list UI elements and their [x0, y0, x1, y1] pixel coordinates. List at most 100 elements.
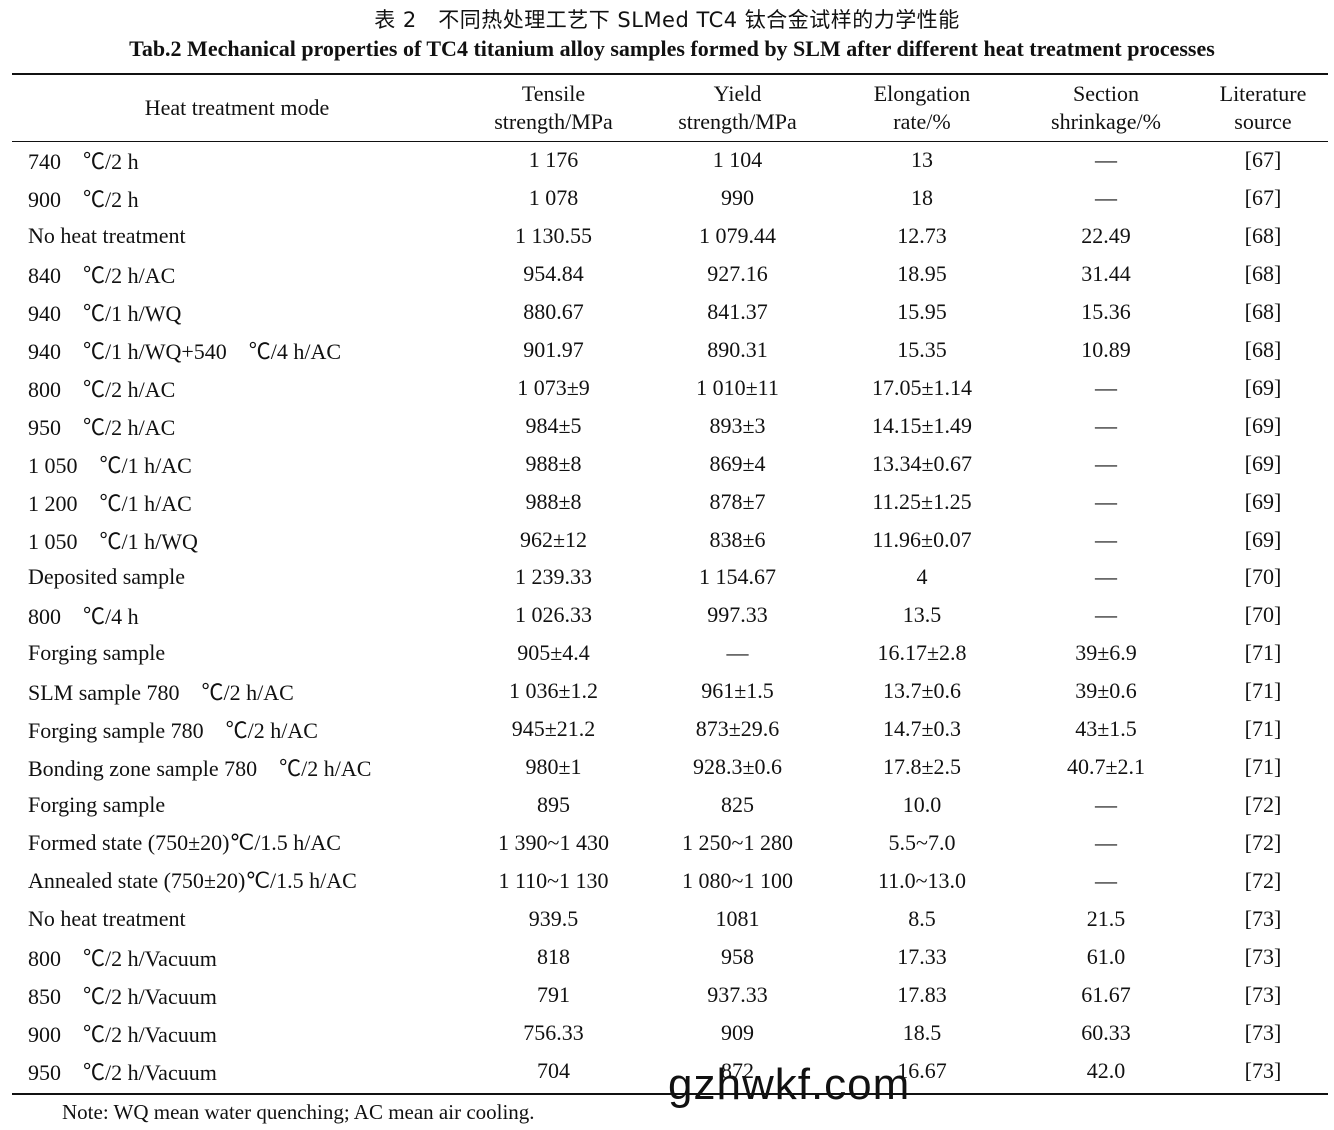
- cell-heat-treatment-mode: 840 ℃/2 h/AC: [28, 262, 176, 288]
- cell-yield-strength: 1 154.67: [699, 564, 776, 590]
- cell-tensile-strength: 880.67: [523, 298, 584, 324]
- cell-yield-strength: —: [726, 640, 749, 666]
- cell-elongation-rate: 10.0: [902, 792, 942, 818]
- cell-yield-strength: 873±29.6: [695, 716, 780, 742]
- cell-elongation-rate: 17.33: [897, 943, 947, 969]
- table-row: 940 ℃/1 h/WQ+540 ℃/4 h/AC 901.97 890.31 15.…: [12, 331, 1328, 369]
- cell-heat-treatment-mode: Forging sample: [28, 792, 166, 818]
- cell-literature-source: [69]: [1244, 374, 1282, 400]
- table-row: No heat treatment 1 130.55 1 079.44 12.73 22…: [12, 217, 1328, 255]
- table-row: 940 ℃/1 h/WQ 880.67 841.37 15.95 15.36 [68]: [12, 293, 1328, 331]
- cell-elongation-rate: 11.25±1.25: [872, 488, 972, 514]
- cell-heat-treatment-mode: Deposited sample: [28, 564, 186, 590]
- header-rule: [12, 141, 1328, 142]
- cell-section-shrinkage: 39±0.6: [1075, 678, 1137, 704]
- cell-tensile-strength: 939.5: [528, 906, 579, 932]
- cell-yield-strength: 872: [721, 1057, 754, 1083]
- cell-section-shrinkage: —: [1095, 412, 1117, 438]
- cell-literature-source: [72]: [1244, 868, 1282, 894]
- cell-yield-strength: 841.37: [707, 298, 768, 324]
- cell-literature-source: [72]: [1244, 830, 1282, 856]
- cell-section-shrinkage: 60.33: [1081, 1019, 1131, 1045]
- header-heat-treatment-mode: Heat treatment mode: [144, 95, 330, 120]
- cell-yield-strength: 1 080~1 100: [682, 868, 793, 894]
- cell-tensile-strength: 791: [537, 981, 570, 1007]
- table-row: 800 ℃/2 h/AC 1 073±9 1 010±11 17.05±1.14 — [6…: [12, 369, 1328, 407]
- cell-tensile-strength: 984±5: [525, 412, 582, 438]
- cell-heat-treatment-mode: 950 ℃/2 h/Vacuum: [28, 1059, 217, 1085]
- cell-yield-strength: 1 250~1 280: [682, 830, 793, 856]
- cell-elongation-rate: 18: [911, 184, 933, 210]
- cell-yield-strength: 890.31: [707, 336, 768, 362]
- cell-yield-strength: 909: [721, 1019, 754, 1045]
- cell-yield-strength: 990: [721, 184, 754, 210]
- cell-literature-source: [70]: [1244, 564, 1282, 590]
- cell-heat-treatment-mode: 1 200 ℃/1 h/AC: [28, 490, 192, 516]
- cell-section-shrinkage: —: [1095, 184, 1117, 210]
- cell-yield-strength: 893±3: [709, 412, 766, 438]
- cell-heat-treatment-mode: 950 ℃/2 h/AC: [28, 414, 176, 440]
- table-row: 900 ℃/2 h/Vacuum 756.33 909 18.5 60.33 [73]: [12, 1014, 1328, 1052]
- cell-tensile-strength: 1 073±9: [517, 374, 590, 400]
- cell-literature-source: [69]: [1244, 412, 1282, 438]
- table-note: Note: WQ mean water quenching; AC mean a…: [62, 1100, 535, 1124]
- cell-literature-source: [68]: [1244, 222, 1282, 248]
- cell-elongation-rate: 8.5: [908, 906, 936, 932]
- cell-heat-treatment-mode: 850 ℃/2 h/Vacuum: [28, 983, 217, 1009]
- cell-section-shrinkage: —: [1095, 792, 1117, 818]
- table-row: 950 ℃/2 h/Vacuum 704 872 16.67 42.0 [73]: [12, 1052, 1328, 1090]
- mechanical-properties-table: Heat treatment mode Tensile strength/MPa …: [12, 75, 1328, 1090]
- cell-tensile-strength: 901.97: [523, 336, 584, 362]
- table-row: 950 ℃/2 h/AC 984±5 893±3 14.15±1.49 — [69]: [12, 407, 1328, 445]
- header-literature-source: Literature source: [1219, 81, 1307, 134]
- cell-heat-treatment-mode: No heat treatment: [28, 906, 186, 932]
- cell-section-shrinkage: 42.0: [1086, 1057, 1126, 1083]
- cell-tensile-strength: 988±8: [525, 450, 582, 476]
- cell-heat-treatment-mode: SLM sample 780 ℃/2 h/AC: [28, 680, 294, 706]
- cell-heat-treatment-mode: Annealed state (750±20)℃/1.5 h/AC: [28, 868, 357, 894]
- cell-literature-source: [69]: [1244, 450, 1282, 476]
- cell-tensile-strength: 962±12: [519, 526, 588, 552]
- cell-section-shrinkage: 21.5: [1086, 906, 1126, 932]
- table-row: SLM sample 780 ℃/2 h/AC 1 036±1.2 961±1.5 1…: [12, 672, 1328, 710]
- cell-literature-source: [73]: [1244, 1019, 1282, 1045]
- cell-literature-source: [69]: [1244, 526, 1282, 552]
- cell-tensile-strength: 756.33: [523, 1019, 584, 1045]
- cell-section-shrinkage: 31.44: [1081, 260, 1131, 286]
- cell-section-shrinkage: —: [1095, 868, 1117, 894]
- cell-literature-source: [68]: [1244, 336, 1282, 362]
- cell-tensile-strength: 895: [537, 792, 570, 818]
- cell-tensile-strength: 704: [537, 1057, 570, 1083]
- cell-literature-source: [67]: [1244, 146, 1282, 172]
- cell-elongation-rate: 17.8±2.5: [882, 754, 962, 780]
- cell-section-shrinkage: 40.7±2.1: [1066, 754, 1146, 780]
- cell-heat-treatment-mode: 940 ℃/1 h/WQ: [28, 300, 182, 326]
- cell-elongation-rate: 17.05±1.14: [871, 374, 973, 400]
- cell-literature-source: [68]: [1244, 298, 1282, 324]
- cell-literature-source: [71]: [1244, 754, 1282, 780]
- header-section-shrinkage: Section shrinkage/%: [1051, 81, 1161, 134]
- cell-section-shrinkage: —: [1095, 450, 1117, 476]
- cell-tensile-strength: 988±8: [525, 488, 582, 514]
- cell-section-shrinkage: —: [1095, 526, 1117, 552]
- cell-heat-treatment-mode: Bonding zone sample 780 ℃/2 h/AC: [28, 756, 372, 782]
- cell-literature-source: [67]: [1244, 184, 1282, 210]
- cell-yield-strength: 958: [721, 943, 754, 969]
- cell-literature-source: [70]: [1244, 602, 1282, 628]
- cell-yield-strength: 1 079.44: [699, 222, 776, 248]
- cell-tensile-strength: 980±1: [525, 754, 582, 780]
- header-yield-strength: Yield strength/MPa: [678, 81, 797, 134]
- table-caption-cn: 表 2 不同热处理工艺下 SLMed TC4 钛合金试样的力学性能: [374, 8, 960, 32]
- cell-tensile-strength: 1 110~1 130: [498, 868, 609, 894]
- cell-elongation-rate: 11.96±0.07: [872, 526, 972, 552]
- top-rule: [12, 73, 1328, 75]
- cell-section-shrinkage: 10.89: [1081, 336, 1131, 362]
- cell-elongation-rate: 16.67: [897, 1057, 947, 1083]
- cell-elongation-rate: 14.7±0.3: [882, 716, 962, 742]
- header-row: Heat treatment mode Tensile strength/MPa …: [12, 75, 1328, 141]
- cell-tensile-strength: 1 239.33: [515, 564, 592, 590]
- cell-heat-treatment-mode: 800 ℃/4 h: [28, 604, 139, 630]
- cell-literature-source: [73]: [1244, 981, 1282, 1007]
- cell-tensile-strength: 1 078: [528, 184, 579, 210]
- cell-tensile-strength: 905±4.4: [517, 640, 590, 666]
